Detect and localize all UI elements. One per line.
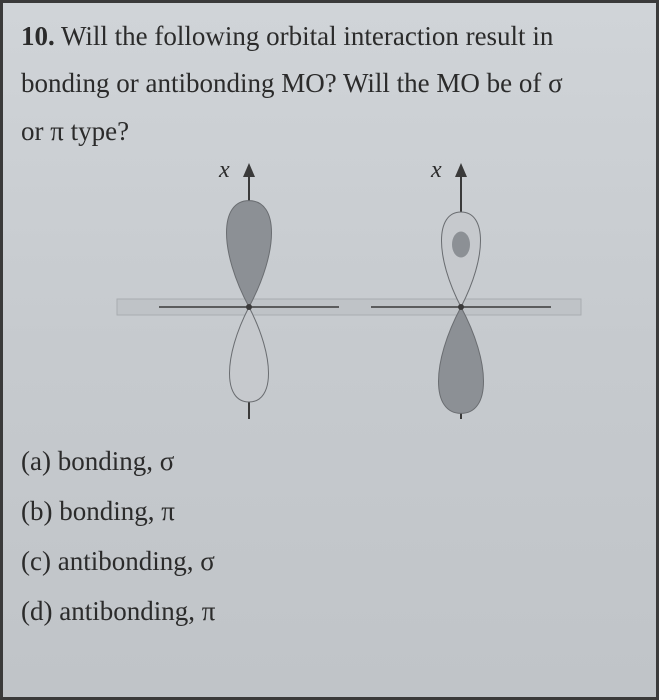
question-line2: bonding or antibonding MO? Will the MO b…: [21, 68, 563, 98]
option-d: (d) antibonding, π: [21, 587, 638, 637]
orbital-diagram: x x: [21, 159, 638, 429]
page-container: 10. Will the following orbital interacti…: [0, 0, 659, 700]
option-c: (c) antibonding, σ: [21, 537, 638, 587]
question-text: 10. Will the following orbital interacti…: [21, 13, 638, 155]
question-line1: Will the following orbital interaction r…: [55, 21, 554, 51]
question-number: 10.: [21, 21, 55, 51]
question-line3: or π type?: [21, 116, 129, 146]
orbital-svg: [21, 159, 641, 429]
option-b: (b) bonding, π: [21, 487, 638, 537]
axis-label-right: x: [431, 157, 442, 184]
option-a: (a) bonding, σ: [21, 437, 638, 487]
axis-label-left: x: [219, 157, 230, 184]
answer-options: (a) bonding, σ (b) bonding, π (c) antibo…: [21, 437, 638, 637]
